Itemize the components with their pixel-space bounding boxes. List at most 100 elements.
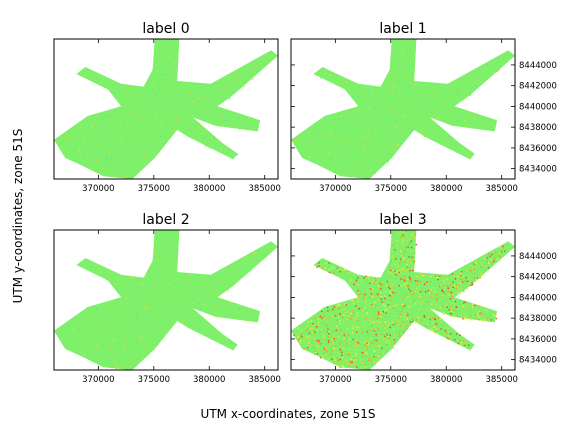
speckle [448,331,450,333]
speckle [327,268,330,271]
speckle [347,137,349,139]
speckle [362,309,364,311]
speckle [377,149,379,151]
speckle [125,136,127,138]
speckle [483,319,486,321]
y-tick-label: 8440000 [519,102,557,112]
speckle [400,236,402,239]
speckle [465,97,467,99]
speckle [132,357,134,360]
panel-0-frame [53,38,279,180]
speckle [367,129,370,132]
speckle [112,357,114,360]
speckle [158,310,160,313]
speckle [184,317,186,320]
speckle [114,361,116,363]
speckle [310,329,312,331]
speckle [245,256,247,259]
speckle [357,342,360,344]
speckle [174,286,176,288]
speckle [361,136,363,138]
speckle [354,161,356,163]
speckle [386,341,388,344]
speckle [365,295,367,297]
speckle [442,313,445,315]
speckle [332,308,334,311]
speckle [205,145,207,147]
speckle [117,283,119,286]
speckle [213,306,215,308]
speckle [498,69,500,71]
speckle [343,303,346,305]
speckle [373,350,375,352]
speckle [105,150,108,152]
speckle [410,240,412,242]
speckle [455,306,458,308]
speckle [439,318,441,320]
speckle [396,324,399,326]
speckle [355,317,357,320]
speckle [333,267,335,269]
speckle [361,115,364,117]
speckle [126,111,129,113]
speckle [323,316,325,318]
speckle [390,260,392,263]
speckle [339,338,341,341]
speckle [265,256,268,258]
speckle [339,268,342,270]
speckle [335,329,338,331]
speckle [441,289,443,291]
speckle [95,159,98,162]
speckle [416,287,418,289]
speckle [297,327,299,329]
speckle [354,170,356,172]
speckle [477,314,479,317]
speckle [151,88,154,91]
speckle [299,341,301,343]
speckle [344,336,346,338]
speckle [375,293,377,295]
speckle [389,266,391,269]
speckle [345,141,347,144]
speckle [401,326,403,329]
speckle [115,287,117,289]
speckle [413,261,415,263]
speckle [361,137,364,139]
speckle [459,288,461,290]
speckle [416,107,418,109]
speckle [398,144,400,146]
speckle [389,299,391,301]
x-tick-label: 380000 [430,375,462,385]
speckle [412,254,415,256]
speckle [489,255,491,257]
speckle [165,125,168,127]
speckle [361,163,364,165]
speckle [488,262,490,264]
speckle [422,296,424,298]
speckle [409,260,412,262]
speckle [389,281,391,283]
speckle [386,324,388,326]
speckle [370,325,373,327]
speckle [160,239,162,241]
speckle [223,304,225,307]
speckle [148,111,151,113]
speckle [390,91,392,93]
speckle [456,333,458,335]
speckle [365,345,368,347]
speckle [161,311,163,314]
speckle [337,354,339,356]
speckle [164,141,167,144]
speckle [354,354,357,357]
speckle [198,299,201,302]
speckle [163,276,166,278]
speckle [385,290,387,293]
speckle [457,292,459,294]
speckle [94,264,97,266]
speckle [238,86,240,88]
speckle [350,352,352,354]
speckle [367,276,369,278]
speckle [384,299,387,301]
speckle [137,325,140,327]
speckle [318,339,320,342]
